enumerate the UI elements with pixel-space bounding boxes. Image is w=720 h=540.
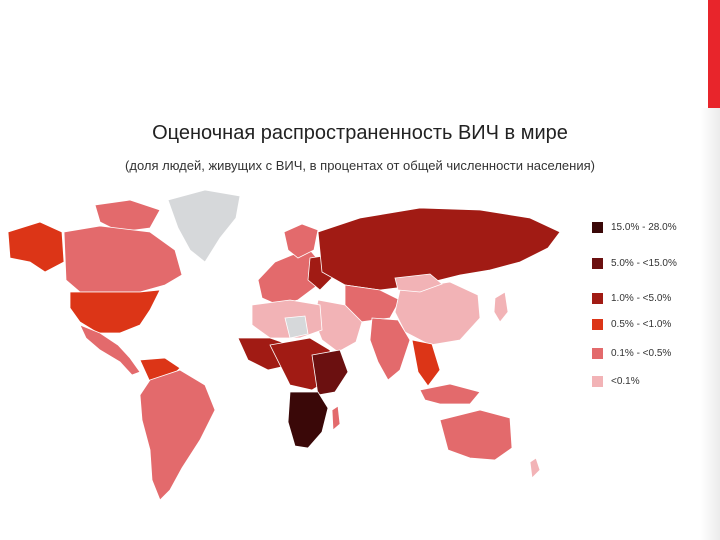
legend-label: 15.0% - 28.0% bbox=[611, 221, 677, 233]
region-usa bbox=[69, 289, 161, 334]
region-japan bbox=[493, 291, 509, 323]
legend-swatch bbox=[592, 221, 603, 233]
region-new-zealand bbox=[529, 457, 541, 479]
region-se-asia bbox=[411, 339, 441, 387]
region-canada bbox=[63, 225, 183, 293]
region-scandinavia bbox=[283, 223, 319, 259]
legend-item: 5.0% - <15.0% bbox=[592, 256, 677, 270]
slide-edge-shadow bbox=[700, 108, 720, 540]
region-south-america bbox=[139, 369, 216, 501]
region-indonesia bbox=[419, 383, 481, 405]
region-mongolia bbox=[394, 273, 443, 293]
legend-item: 0.1% - <0.5% bbox=[592, 346, 671, 360]
legend-swatch bbox=[592, 292, 603, 304]
region-russia bbox=[317, 207, 561, 291]
region-canada-arctic bbox=[94, 199, 161, 233]
region-east-africa bbox=[311, 349, 349, 396]
region-alaska bbox=[7, 221, 65, 273]
legend-item: 1.0% - <5.0% bbox=[592, 291, 671, 305]
legend-label: 5.0% - <15.0% bbox=[611, 257, 677, 269]
legend-item: <0.1% bbox=[592, 374, 640, 388]
legend-item: 15.0% - 28.0% bbox=[592, 220, 677, 234]
world-map bbox=[7, 189, 561, 501]
legend-label: <0.1% bbox=[611, 375, 640, 387]
region-australia bbox=[439, 409, 513, 461]
map-subtitle: (доля людей, живущих с ВИЧ, в процентах … bbox=[125, 158, 595, 173]
map-title: Оценочная распространенность ВИЧ в мире bbox=[152, 122, 568, 144]
region-sahara-nodata bbox=[284, 315, 309, 339]
legend-label: 1.0% - <5.0% bbox=[611, 292, 672, 304]
legend-label: 0.5% - <1.0% bbox=[611, 318, 672, 330]
region-greenland bbox=[167, 189, 241, 263]
legend-swatch bbox=[592, 375, 603, 387]
legend-item: 0.5% - <1.0% bbox=[592, 317, 671, 331]
legend-swatch bbox=[592, 257, 603, 269]
legend-label: 0.1% - <0.5% bbox=[611, 347, 672, 359]
slide-accent-bar bbox=[708, 0, 720, 108]
region-china bbox=[394, 281, 481, 346]
region-madagascar bbox=[331, 405, 341, 431]
region-mexico bbox=[79, 324, 141, 376]
region-southern-africa bbox=[287, 391, 329, 449]
legend-swatch bbox=[592, 318, 603, 330]
region-india bbox=[369, 317, 411, 381]
legend-swatch bbox=[592, 347, 603, 359]
